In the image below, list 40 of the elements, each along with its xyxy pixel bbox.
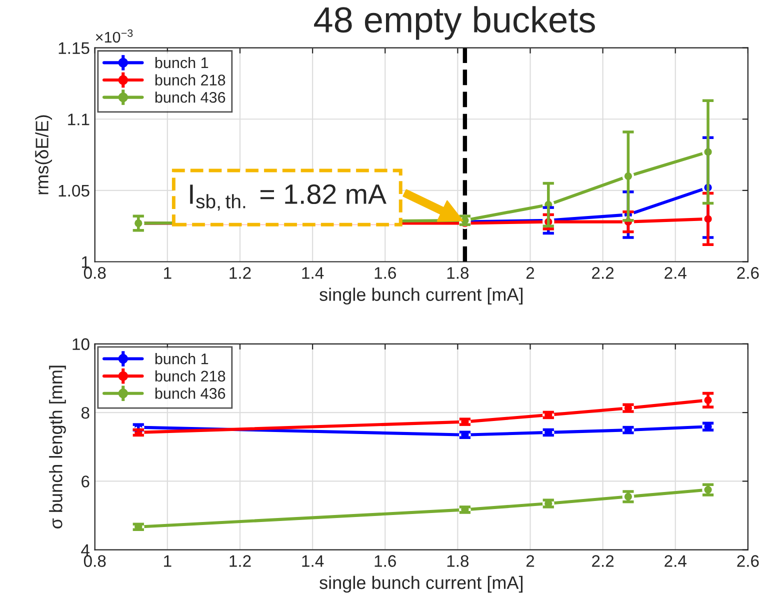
y-tick-label: 4 <box>81 544 90 556</box>
x-tick-label: 1.8 <box>447 267 469 279</box>
text: ×10$^{−3}$ <box>96 29 133 43</box>
y-tick-label: 10 <box>72 338 90 350</box>
legend-label: bunch 436 <box>155 388 226 399</box>
x-tick-label: 1 <box>164 267 172 279</box>
x-tick-label: 2 <box>526 555 534 567</box>
x-tick-label: 2.4 <box>664 267 686 279</box>
y-tick-label: 1.05 <box>58 184 90 197</box>
x-tick-label: 1.4 <box>302 555 324 567</box>
legend-label: bunch 218 <box>155 74 226 86</box>
x-tick-label: 1 <box>164 555 172 567</box>
y-tick-label: 8 <box>81 406 90 419</box>
x-tick-label: 1.6 <box>374 267 396 279</box>
x-tick-label: 0.8 <box>84 555 106 567</box>
y-tick-label: 1.15 <box>58 42 90 54</box>
y-axis-title: σ bunch length [mm] <box>49 366 66 528</box>
x-tick-label: 1.2 <box>230 555 251 567</box>
y-axis-title: rms(δE/E) <box>35 115 52 194</box>
x-axis-title: single bunch current [mA] <box>320 576 522 593</box>
y-tick-label: 1.1 <box>68 114 90 126</box>
legend-label: bunch 218 <box>155 370 226 382</box>
x-axis-title: single bunch current [mA] <box>320 288 522 305</box>
x-tick-label: 2.6 <box>737 267 759 279</box>
x-tick-label: 2.2 <box>592 267 614 279</box>
legend-label: bunch 1 <box>155 56 208 68</box>
y-tick-label: 6 <box>82 476 90 488</box>
x-tick-label: 2.2 <box>592 555 614 567</box>
x-tick-label: 2.6 <box>737 555 759 567</box>
x-tick-label: 1.4 <box>302 267 324 279</box>
annotation: I$_{sb,th.}$ = 1.82 mA <box>190 184 386 211</box>
x-tick-label: 1.8 <box>447 555 469 567</box>
x-tick-label: 1.2 <box>230 267 251 279</box>
x-tick-label: 0.8 <box>84 267 106 279</box>
x-tick-label: 2.4 <box>664 555 686 567</box>
chart-title: 48 empty buckets <box>314 6 595 40</box>
legend-label: bunch 436 <box>155 92 226 103</box>
x-tick-label: 1.6 <box>374 555 396 567</box>
x-tick-label: 2 <box>526 267 534 279</box>
legend-label: bunch 1 <box>155 353 208 364</box>
